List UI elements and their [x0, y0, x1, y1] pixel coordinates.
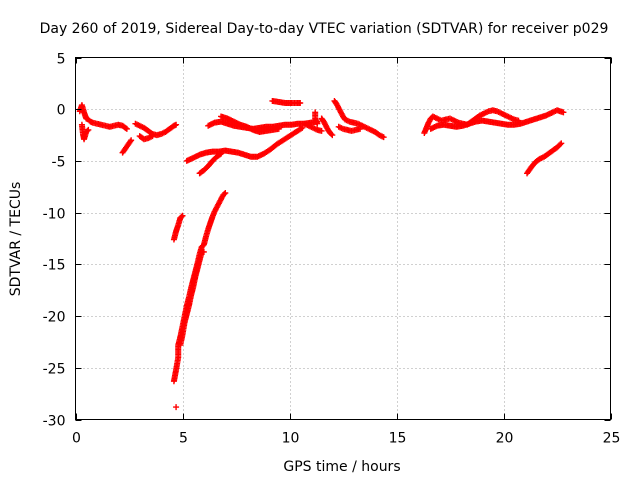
- series-arc-18: [331, 97, 387, 141]
- x-tick-label: 0: [72, 431, 81, 447]
- data-point: [314, 120, 321, 127]
- x-tick-label: 15: [389, 431, 407, 447]
- data-point: [557, 141, 564, 148]
- series-arc-13: [218, 113, 282, 135]
- chart-title: Day 260 of 2019, Sidereal Day-to-day VTE…: [40, 21, 609, 37]
- data-point: [380, 134, 387, 141]
- series-arc-21: [427, 107, 567, 132]
- data-point: [318, 127, 325, 134]
- series-arc-14: [269, 97, 304, 107]
- series-arc-3: [119, 137, 135, 156]
- series-arc-19: [335, 123, 364, 134]
- y-tick-label: 5: [57, 52, 66, 68]
- x-tick-label: 20: [496, 431, 514, 447]
- data-point: [173, 121, 180, 128]
- data-point: [128, 137, 135, 144]
- data-point: [329, 132, 336, 139]
- data-point: [275, 125, 282, 132]
- plot-frame: [75, 57, 611, 420]
- data-point: [218, 150, 225, 157]
- y-tick-label: -30: [43, 414, 66, 430]
- data-point: [200, 248, 207, 255]
- y-tick-label: 0: [57, 103, 66, 119]
- series-arc-6: [170, 212, 186, 243]
- x-axis-label: GPS time / hours: [283, 459, 400, 475]
- y-tick-label: -20: [43, 310, 66, 326]
- series-arc-11: [196, 150, 225, 177]
- data-point: [179, 212, 186, 219]
- data-point: [122, 125, 129, 132]
- data-point: [127, 138, 134, 145]
- series-arc-17: [312, 109, 321, 127]
- data-point: [558, 140, 565, 147]
- x-tick-label: 25: [603, 431, 621, 447]
- y-tick-label: -15: [43, 258, 66, 274]
- series-arc-15: [301, 120, 325, 134]
- series-arc-7: [173, 404, 180, 411]
- series-arc-16: [318, 115, 336, 139]
- y-axis-label: SDTVAR / TECUs: [8, 182, 24, 297]
- y-tick-label: -25: [43, 362, 66, 378]
- x-tick-label: 5: [179, 431, 188, 447]
- data-point: [222, 189, 229, 196]
- data-point: [560, 109, 567, 116]
- series-arc-2: [78, 121, 92, 143]
- x-tick-label: 10: [282, 431, 300, 447]
- y-tick-label: -10: [43, 207, 66, 223]
- data-point: [297, 100, 304, 107]
- series-arc-1: [76, 102, 130, 132]
- data-points: [76, 97, 567, 411]
- data-point: [123, 125, 130, 132]
- data-point: [357, 125, 364, 132]
- series-arc-4: [132, 120, 180, 139]
- data-point: [221, 191, 228, 198]
- data-point: [216, 151, 223, 158]
- data-point: [85, 126, 92, 133]
- data-point: [84, 127, 91, 134]
- data-point: [173, 404, 180, 411]
- series-arc-22: [524, 140, 565, 177]
- data-point: [149, 133, 156, 140]
- y-tick-label: -5: [52, 155, 66, 171]
- grid: [75, 57, 611, 420]
- data-point: [328, 131, 335, 138]
- tick-labels: 0 5 10 15 20 25 5 0 -5 -10 -15 -20 -25 -30: [43, 52, 621, 447]
- data-point: [178, 213, 185, 220]
- series-arc-5: [136, 133, 156, 143]
- series-arc-10: [183, 124, 306, 164]
- series-arc-9: [177, 248, 207, 349]
